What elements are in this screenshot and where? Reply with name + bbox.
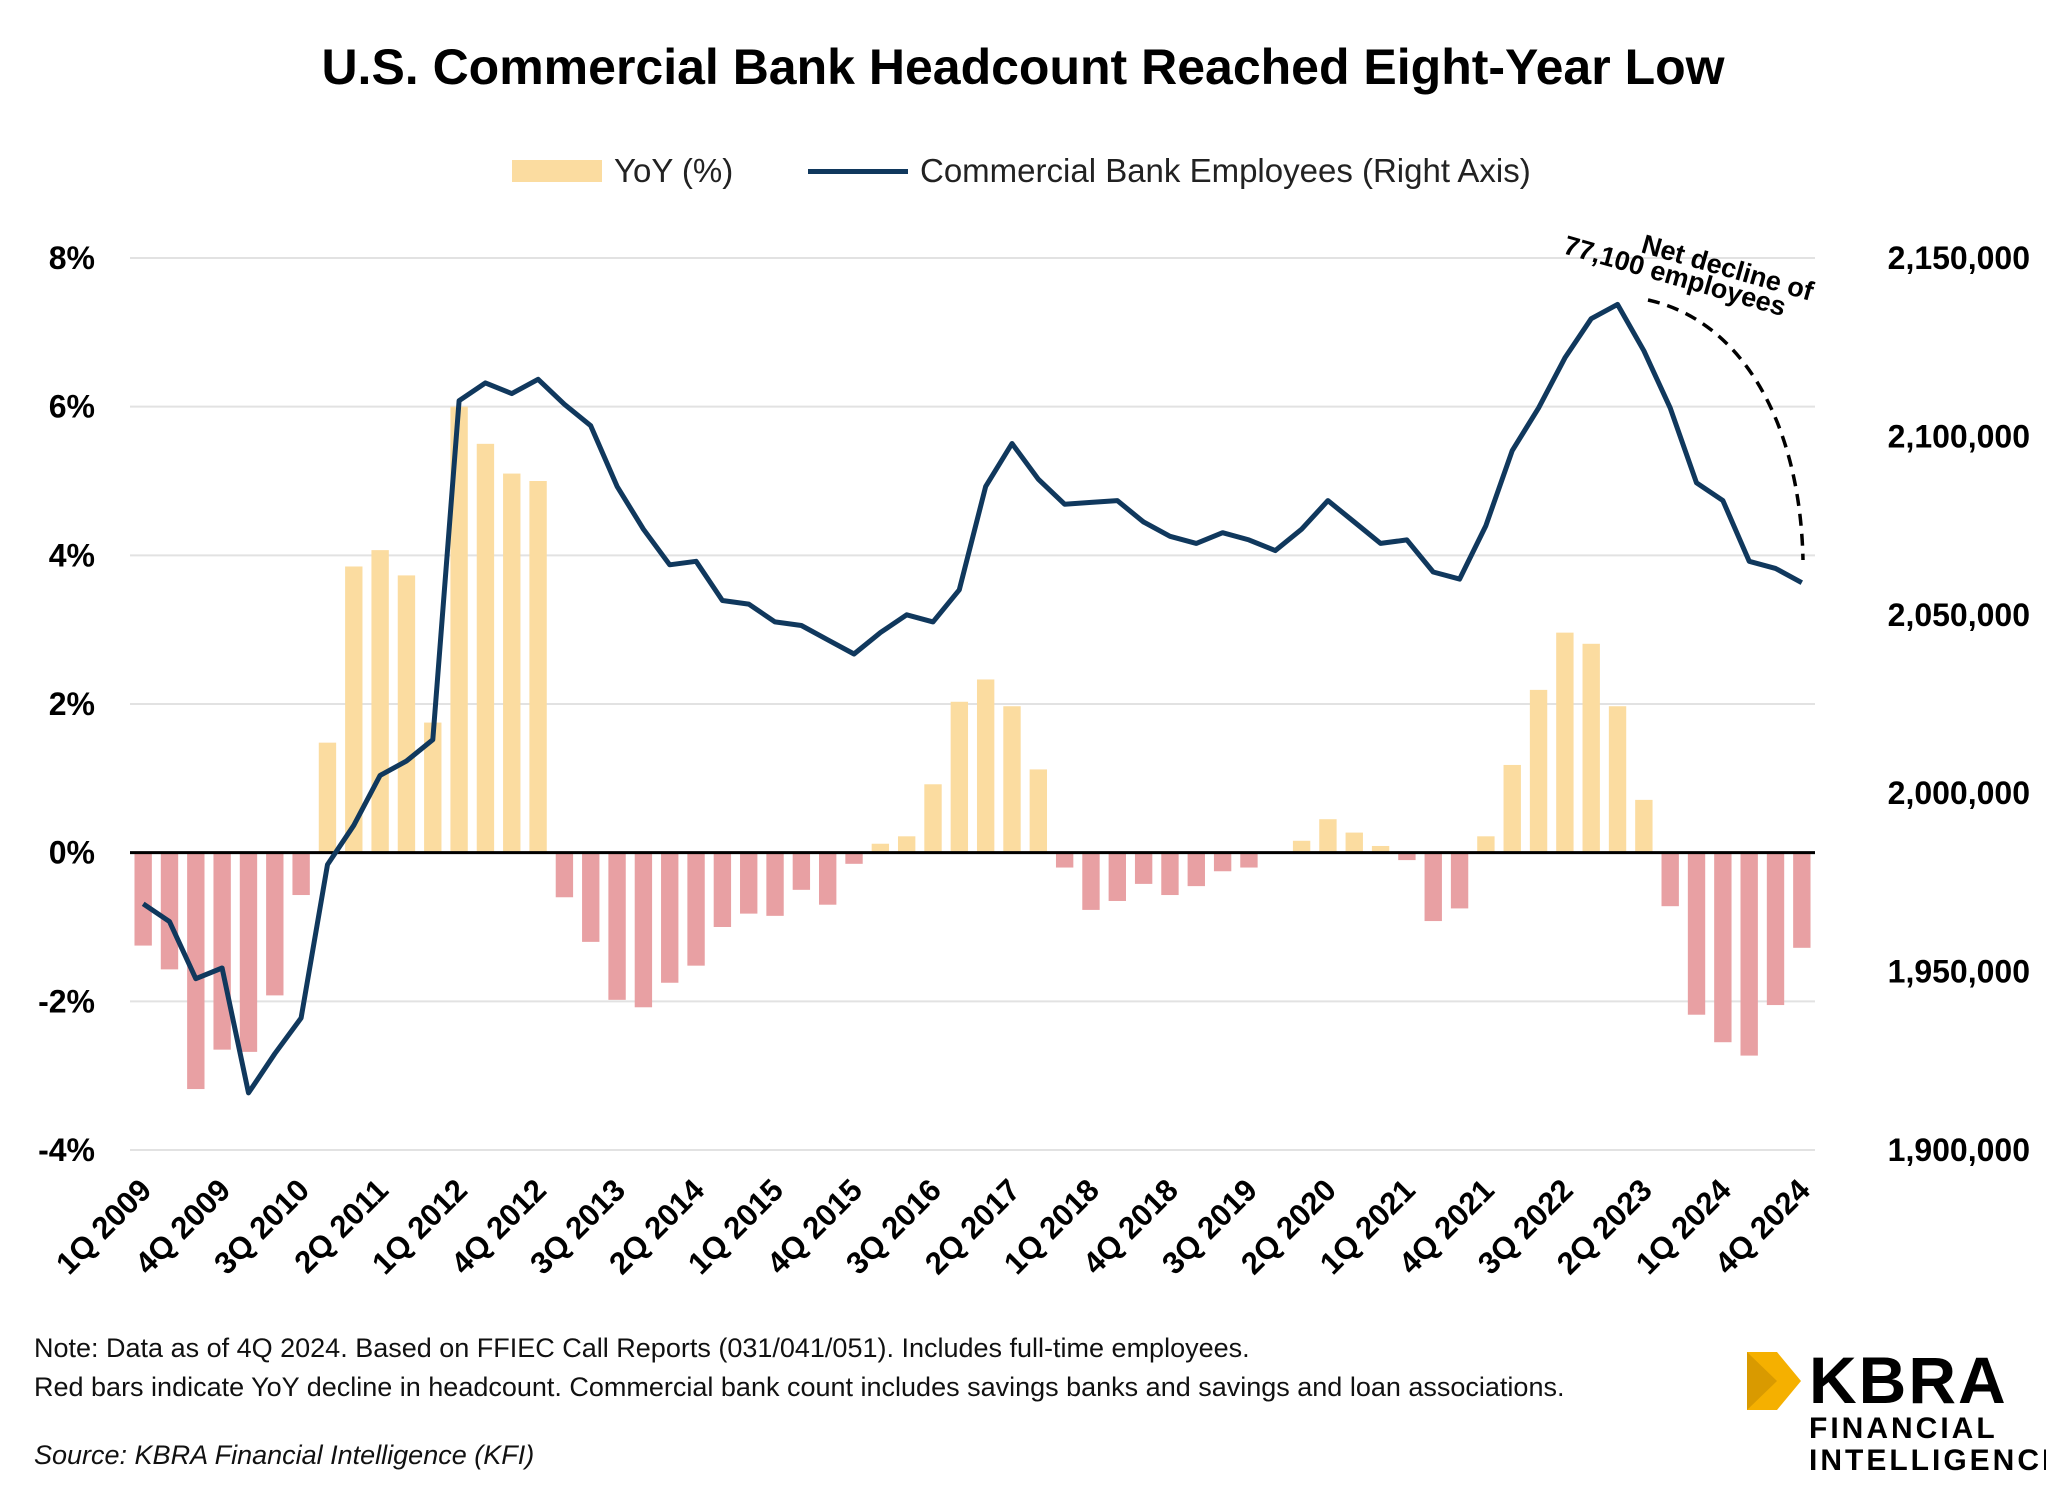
- yoy-bar: [1635, 799, 1653, 853]
- yoy-bar: [1424, 852, 1442, 922]
- kbra-logo-line1: FINANCIAL: [1809, 1412, 1998, 1445]
- left-axis-tick-label: 0%: [49, 835, 95, 871]
- note-line-1: Note: Data as of 4Q 2024. Based on FFIEC…: [34, 1333, 1250, 1363]
- yoy-bar: [1055, 852, 1074, 868]
- yoy-bar: [1161, 852, 1179, 896]
- legend-line-swatch: [808, 168, 908, 174]
- yoy-bar: [924, 784, 942, 853]
- legend: YoY (%) Commercial Bank Employees (Right…: [0, 152, 2046, 196]
- yoy-bar: [292, 852, 310, 896]
- yoy-bar: [1134, 852, 1153, 884]
- yoy-bar: [134, 852, 152, 946]
- employees-line: [141, 301, 1803, 1096]
- yoy-bar: [871, 843, 890, 853]
- yoy-bar: [1082, 852, 1100, 910]
- yoy-bar: [582, 852, 600, 942]
- annotation-arc: [1647, 298, 1805, 561]
- yoy-bar: [450, 406, 468, 853]
- yoy-bar: [1477, 836, 1495, 853]
- yoy-bar: [766, 852, 784, 916]
- right-axis-tick-label: 2,150,000: [1888, 240, 2030, 276]
- yoy-bar: [1450, 852, 1469, 909]
- yoy-bar: [1687, 852, 1706, 1015]
- right-axis-tick-label: 2,000,000: [1888, 775, 2030, 811]
- yoy-bar: [897, 836, 916, 853]
- kbra-logo-brand: KBRA: [1809, 1343, 2008, 1417]
- kbra-logo-line2: INTELLIGENCE: [1809, 1444, 2046, 1477]
- yoy-bars: [134, 406, 1811, 1090]
- yoy-bar: [740, 852, 758, 914]
- left-axis-tick-label: 2%: [49, 686, 95, 722]
- yoy-bar: [661, 852, 679, 983]
- yoy-bar: [503, 473, 521, 853]
- yoy-bar: [1108, 852, 1126, 901]
- yoy-bar: [266, 852, 284, 996]
- yoy-bar: [345, 566, 363, 853]
- yoy-bar: [713, 852, 732, 927]
- yoy-bar: [950, 701, 969, 853]
- left-axis-tick-label: 6%: [49, 389, 95, 425]
- yoy-bar: [1029, 769, 1048, 853]
- yoy-bar: [397, 575, 416, 853]
- yoy-bar: [1003, 706, 1021, 853]
- yoy-bar: [1608, 706, 1627, 853]
- yoy-bar: [1187, 852, 1205, 887]
- right-axis-tick-label: 1,950,000: [1888, 954, 2030, 990]
- right-axis-tick-label: 2,100,000: [1888, 418, 2030, 454]
- yoy-bar: [792, 852, 811, 890]
- yoy-bar: [476, 443, 495, 853]
- chart-canvas: Net decline of 77,100 employees -4%-2%0%…: [38, 229, 2030, 1281]
- yoy-bar: [1319, 819, 1337, 853]
- left-axis-tick-label: -2%: [38, 983, 95, 1019]
- yoy-bar: [1529, 689, 1548, 853]
- yoy-bar: [976, 679, 995, 853]
- yoy-bar: [1766, 852, 1785, 1006]
- yoy-bar: [1345, 832, 1363, 853]
- yoy-bar: [1582, 643, 1600, 853]
- yoy-bar: [687, 852, 705, 966]
- yoy-bar: [1503, 764, 1521, 853]
- right-axis-tick-label: 1,900,000: [1888, 1132, 2030, 1168]
- yoy-bar: [1740, 852, 1758, 1056]
- yoy-bar: [1556, 632, 1574, 853]
- yoy-bar: [424, 722, 442, 853]
- yoy-bar: [1793, 852, 1811, 948]
- left-axis-tick-label: 4%: [49, 537, 95, 573]
- yoy-bar: [239, 852, 258, 1052]
- yoy-bar: [845, 852, 863, 864]
- right-axis-ticks: 1,900,000 1,950,000 2,000,000 2,050,000 2,10…: [1888, 240, 2030, 1168]
- yoy-bar: [187, 852, 205, 1090]
- yoy-bar: [1398, 852, 1416, 861]
- yoy-bar: [371, 550, 389, 853]
- yoy-bar: [1240, 852, 1258, 868]
- chart-title: U.S. Commercial Bank Headcount Reached E…: [321, 39, 1725, 95]
- yoy-bar: [1292, 840, 1311, 853]
- yoy-bar: [608, 852, 626, 1000]
- legend-employees-label: Commercial Bank Employees (Right Axis): [920, 152, 1531, 189]
- yoy-bar: [634, 852, 653, 1008]
- yoy-bar: [1371, 845, 1390, 853]
- yoy-bar: [318, 742, 337, 853]
- left-axis-ticks: -4% -2% 0% 2% 4% 6% 8%: [38, 240, 95, 1168]
- yoy-bar: [1661, 852, 1679, 907]
- left-axis-tick-label: 8%: [49, 240, 95, 276]
- legend-item-yoy: YoY (%): [512, 152, 733, 190]
- kbra-logo-mark: [1747, 1352, 1801, 1410]
- yoy-bar: [529, 481, 547, 853]
- legend-item-employees: Commercial Bank Employees (Right Axis): [808, 152, 1531, 190]
- yoy-bar: [555, 852, 574, 898]
- legend-yoy-label: YoY (%): [614, 152, 734, 189]
- legend-bar-swatch: [512, 160, 602, 182]
- left-axis-tick-label: -4%: [38, 1132, 95, 1168]
- yoy-bar: [213, 852, 231, 1050]
- kbra-logo: KBRA FINANCIAL INTELLIGENCE: [1747, 1342, 2046, 1482]
- yoy-bar: [819, 852, 837, 905]
- note-line-2: Red bars indicate YoY decline in headcou…: [34, 1372, 1565, 1402]
- yoy-bar: [160, 852, 179, 970]
- yoy-bar: [1714, 852, 1732, 1043]
- yoy-bar: [1213, 852, 1232, 872]
- source-text: Source: KBRA Financial Intelligence (KFI…: [34, 1440, 535, 1470]
- right-axis-tick-label: 2,050,000: [1888, 597, 2030, 633]
